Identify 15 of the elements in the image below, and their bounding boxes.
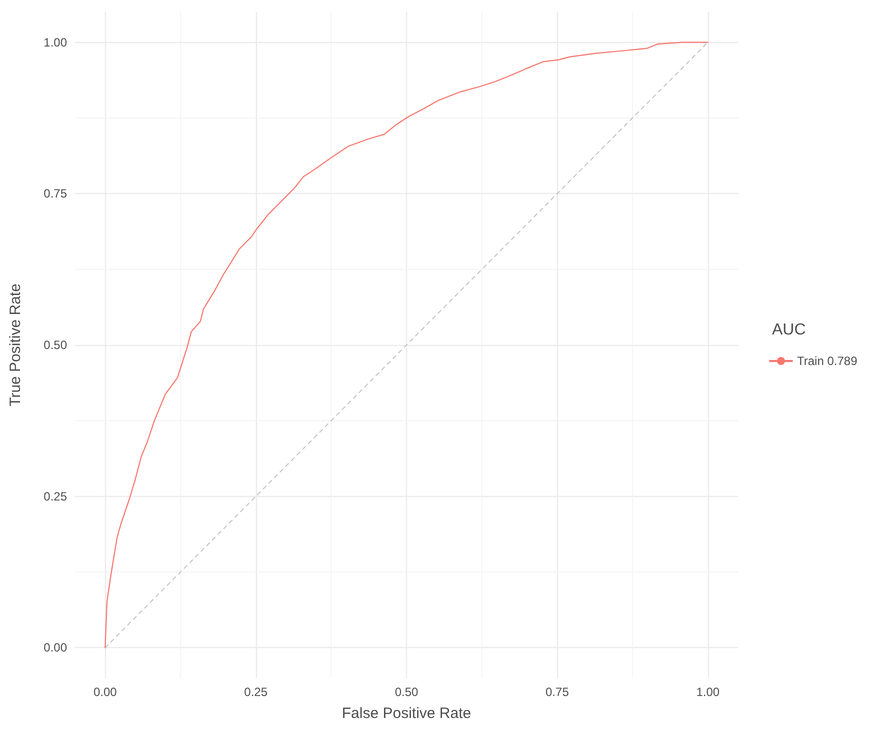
y-tick-label: 0.75	[44, 186, 68, 201]
y-axis-title: True Positive Rate	[7, 284, 24, 406]
x-axis-title: False Positive Rate	[342, 705, 472, 722]
legend-title: AUC	[772, 322, 806, 338]
y-tick-label: 1.00	[44, 35, 68, 50]
line-series	[104, 42, 708, 648]
x-tick-label: 0.75	[546, 685, 570, 699]
x-tick-label: 0.25	[244, 685, 268, 699]
x-tick-label: 0.50	[394, 685, 418, 699]
y-tick-label: 0.00	[44, 640, 68, 655]
x-tick-label: 0.00	[93, 685, 118, 699]
y-tick-label: 0.25	[44, 489, 68, 504]
y-tick-label: 0.50	[44, 338, 68, 352]
legend-label: Train 0.789	[797, 354, 858, 368]
x-tick-label: 1.00	[696, 685, 720, 699]
